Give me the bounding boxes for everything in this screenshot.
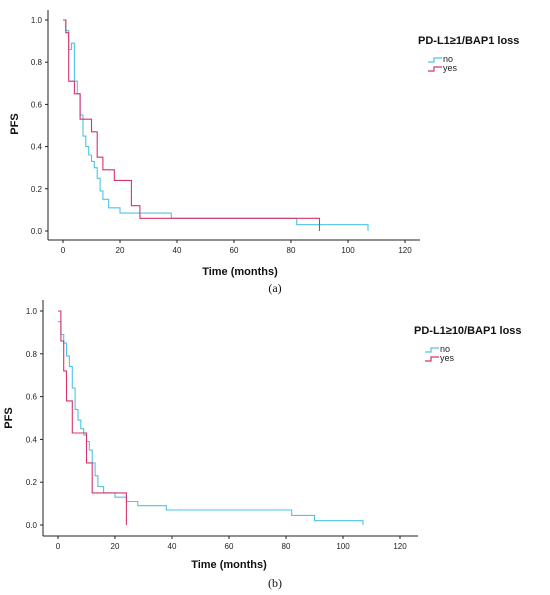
panel-a: 0.0 0.2 0.4 0.6 0.8 1.0 0 20 40 60 80 100 120 PFS T… bbox=[9, 10, 519, 295]
y-tick-label: 0.2 bbox=[31, 185, 43, 194]
x-tick-label: 120 bbox=[398, 246, 412, 255]
x-tick-label: 80 bbox=[287, 246, 296, 255]
y-tick-label: 0.0 bbox=[31, 227, 43, 236]
x-tick-label: 40 bbox=[168, 542, 177, 551]
y-tick-label: 0.4 bbox=[31, 143, 43, 152]
x-ticks: 0 20 40 60 80 100 120 bbox=[56, 536, 407, 551]
x-tick-label: 100 bbox=[336, 542, 350, 551]
km-curve-yes bbox=[63, 19, 321, 231]
x-tick-label: 100 bbox=[341, 246, 355, 255]
legend-title: PD-L1≥10/BAP1 loss bbox=[414, 325, 522, 337]
x-tick-label: 20 bbox=[116, 246, 125, 255]
legend: PD-L1≥1/BAP1 loss no yes bbox=[418, 35, 519, 73]
legend: PD-L1≥10/BAP1 loss no yes bbox=[414, 325, 522, 363]
legend-swatch-yes bbox=[428, 66, 442, 72]
y-tick-label: 0.2 bbox=[26, 478, 38, 487]
legend-label-yes: yes bbox=[443, 63, 458, 73]
legend-swatch-yes bbox=[425, 356, 439, 362]
panel-label: (b) bbox=[268, 576, 282, 590]
panel-label: (a) bbox=[268, 281, 281, 295]
x-tick-label: 0 bbox=[56, 542, 61, 551]
x-axis-title: Time (months) bbox=[191, 559, 267, 571]
km-curve-no bbox=[58, 321, 364, 525]
x-tick-label: 0 bbox=[61, 246, 66, 255]
survival-curves bbox=[58, 310, 364, 525]
x-tick-label: 120 bbox=[393, 542, 407, 551]
y-tick-label: 0.8 bbox=[31, 58, 43, 67]
x-tick-label: 80 bbox=[282, 542, 291, 551]
legend-swatch-no bbox=[428, 57, 442, 63]
y-ticks: 0.0 0.2 0.4 0.6 0.8 1.0 bbox=[31, 16, 48, 236]
x-tick-label: 60 bbox=[225, 542, 234, 551]
km-curve-yes bbox=[58, 310, 127, 525]
km-curve-no bbox=[63, 19, 369, 231]
legend-swatch-no bbox=[425, 347, 439, 353]
survival-curves bbox=[63, 19, 369, 231]
legend-label-no: no bbox=[440, 344, 450, 354]
y-tick-label: 1.0 bbox=[26, 307, 38, 316]
y-tick-label: 0.4 bbox=[26, 435, 38, 444]
x-tick-label: 60 bbox=[230, 246, 239, 255]
y-ticks: 0.0 0.2 0.4 0.6 0.8 1.0 bbox=[26, 307, 43, 530]
x-tick-label: 40 bbox=[173, 246, 182, 255]
y-tick-label: 0.8 bbox=[26, 350, 38, 359]
x-ticks: 0 20 40 60 80 100 120 bbox=[61, 240, 412, 255]
panel-b: 0.0 0.2 0.4 0.6 0.8 1.0 0 20 40 60 80 100 120 PFS T… bbox=[3, 300, 522, 590]
y-tick-label: 0.6 bbox=[26, 393, 38, 402]
x-tick-label: 20 bbox=[111, 542, 120, 551]
y-tick-label: 0.0 bbox=[26, 521, 38, 530]
y-axis-title: PFS bbox=[3, 407, 15, 428]
x-axis-title: Time (months) bbox=[202, 266, 278, 278]
y-tick-label: 1.0 bbox=[31, 16, 43, 25]
legend-title: PD-L1≥1/BAP1 loss bbox=[418, 35, 519, 47]
y-axis-title: PFS bbox=[9, 113, 21, 134]
legend-label-no: no bbox=[443, 54, 453, 64]
legend-label-yes: yes bbox=[440, 353, 455, 363]
y-tick-label: 0.6 bbox=[31, 100, 43, 109]
